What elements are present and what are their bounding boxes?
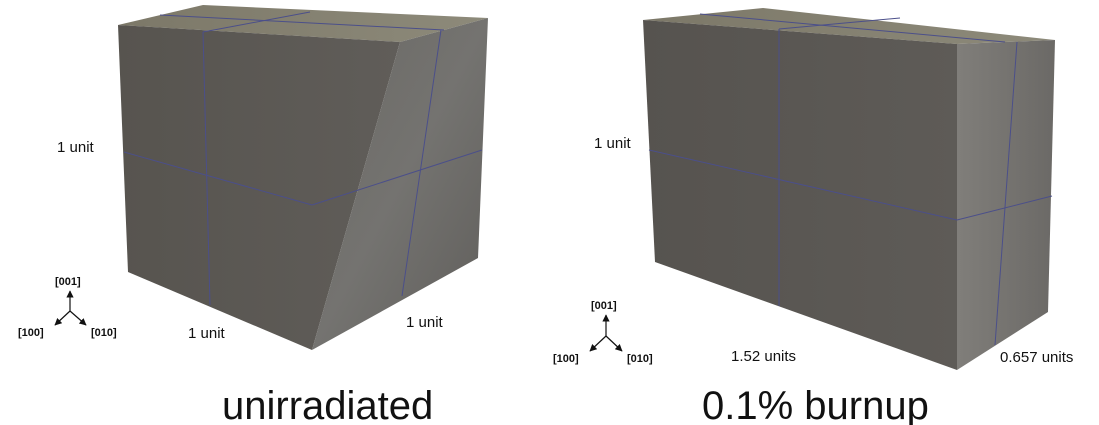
axis-triad-left: [001] [100] [010] bbox=[18, 276, 117, 339]
right-front-width-label: 1.52 units bbox=[731, 348, 796, 365]
box-front-face bbox=[643, 20, 957, 370]
box-side-face bbox=[957, 40, 1055, 370]
axis-triad-right: [001] [100] [010] bbox=[553, 300, 653, 365]
cube-divider-lines bbox=[123, 11, 483, 306]
box-burnup bbox=[643, 8, 1055, 370]
axis-y-label: [010] bbox=[91, 327, 117, 339]
axis-z-label: [001] bbox=[591, 300, 617, 312]
cube-unirradiated bbox=[118, 5, 488, 350]
box-divider-lines bbox=[648, 13, 1053, 346]
axis-x-label: [100] bbox=[553, 353, 579, 365]
right-side-width-label: 0.657 units bbox=[1000, 349, 1073, 366]
cube-top-face bbox=[118, 5, 488, 42]
cube-side-face bbox=[312, 18, 488, 350]
axis-z-label: [001] bbox=[55, 276, 81, 288]
axis-y-label: [010] bbox=[627, 353, 653, 365]
right-height-label: 1 unit bbox=[594, 135, 632, 152]
box-top-face bbox=[643, 8, 1055, 44]
caption-unirradiated: unirradiated bbox=[222, 384, 433, 425]
cube-front-face bbox=[118, 25, 400, 350]
left-front-width-label: 1 unit bbox=[188, 325, 226, 342]
left-side-width-label: 1 unit bbox=[406, 314, 444, 331]
left-height-label: 1 unit bbox=[57, 139, 95, 156]
axis-x-label: [100] bbox=[18, 327, 44, 339]
caption-burnup: 0.1% burnup bbox=[702, 384, 929, 425]
